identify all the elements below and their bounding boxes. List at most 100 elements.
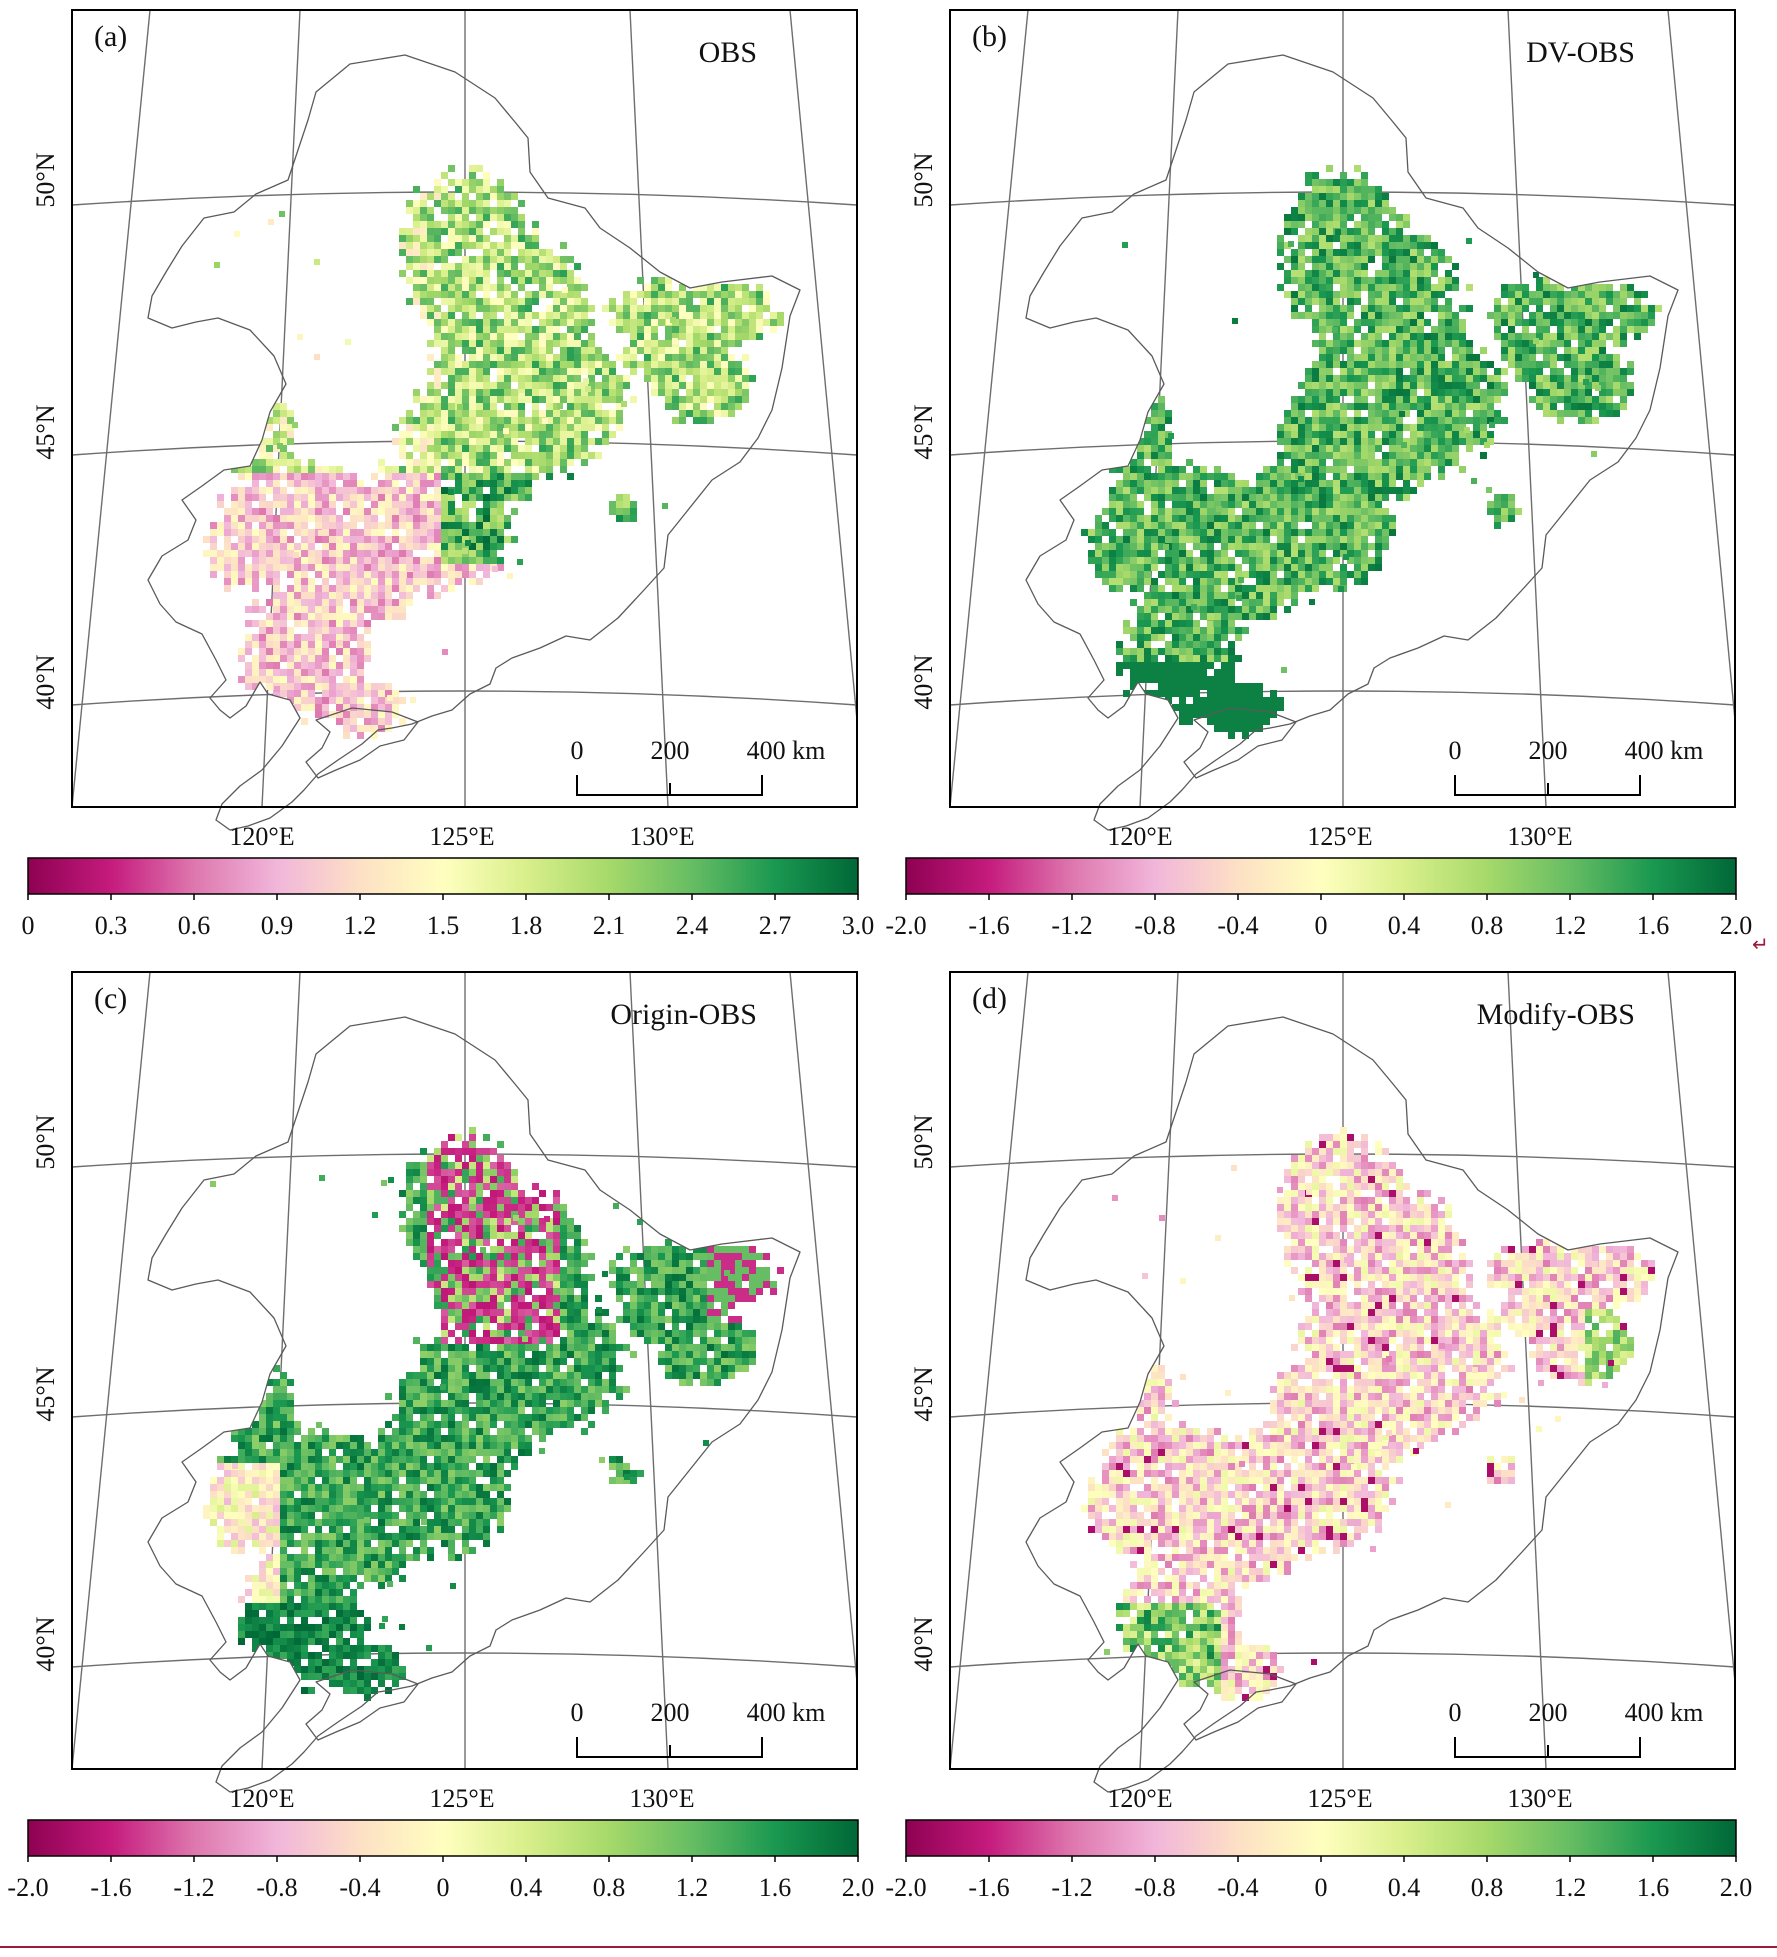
scale-bar: 0 200 400 km bbox=[571, 736, 825, 796]
scale-bar-label: 400 km bbox=[747, 1698, 826, 1727]
longitude-label: 120°E bbox=[229, 1784, 294, 1813]
colorbar-tick-label: 2.4 bbox=[676, 911, 709, 940]
longitude-line bbox=[1667, 972, 1735, 1683]
latitude-label: 40°N bbox=[31, 654, 60, 709]
colorbar-tick-label: 1.2 bbox=[1554, 911, 1587, 940]
longitude-label: 130°E bbox=[1507, 1784, 1572, 1813]
scale-bar: 0 200 400 km bbox=[1449, 1698, 1704, 1758]
panel-title: Modify-OBS bbox=[1477, 998, 1635, 1031]
colorbar-tick-label: -1.6 bbox=[90, 1873, 131, 1902]
colorbar-tick-label: 2.7 bbox=[759, 911, 792, 940]
longitude-label: 125°E bbox=[1307, 1784, 1372, 1813]
panel-title: DV-OBS bbox=[1526, 36, 1635, 69]
scale-bar-label: 200 bbox=[1529, 1698, 1568, 1727]
colorbar-tick-label: 2.0 bbox=[1720, 1873, 1753, 1902]
longitude-line bbox=[629, 972, 669, 1769]
longitude-label: 125°E bbox=[429, 822, 494, 851]
colorbar-tick-label: -1.2 bbox=[1051, 1873, 1092, 1902]
scale-bar-label: 200 bbox=[1529, 736, 1568, 765]
colorbar bbox=[905, 1819, 1737, 1857]
margin-mark-icon: ↵ bbox=[1752, 932, 1769, 956]
colorbar-tick-label: 1.6 bbox=[759, 1873, 792, 1902]
colorbar-tick-label: 0.4 bbox=[510, 1873, 543, 1902]
map-frame bbox=[949, 971, 1736, 1770]
colorbar-tick-label: 0 bbox=[1315, 911, 1328, 940]
latitude-label: 45°N bbox=[909, 404, 938, 459]
map-svg: (c) Origin-OBS 50°N 45°N 40°N 120°E 125°E 130°E… bbox=[7, 971, 875, 1902]
colorbar-tick-label: 1.2 bbox=[344, 911, 377, 940]
scale-bar-label: 0 bbox=[1449, 1698, 1462, 1727]
latitude-label: 40°N bbox=[909, 1616, 938, 1671]
longitude-label: 130°E bbox=[629, 1784, 694, 1813]
scale-bar-label: 400 km bbox=[1625, 1698, 1704, 1727]
colorbar-tick-label: -0.4 bbox=[339, 1873, 380, 1902]
panel-label: (d) bbox=[972, 982, 1007, 1015]
colorbar-tick-label: -1.2 bbox=[1051, 911, 1092, 940]
colorbar-tick-label: 0.4 bbox=[1388, 1873, 1421, 1902]
map-svg: (b) DV-OBS 50°N 45°N 40°N 120°E 125°E 130°E 0 200… bbox=[885, 9, 1753, 940]
colorbar-tick-label: -0.8 bbox=[256, 1873, 297, 1902]
colorbar-tick-label: 0 bbox=[22, 911, 35, 940]
scale-bar-label: 200 bbox=[651, 736, 690, 765]
latitude-label: 40°N bbox=[31, 1616, 60, 1671]
raster-data bbox=[1081, 165, 1662, 739]
colorbar-tick-label: 0.9 bbox=[261, 911, 294, 940]
colorbar bbox=[905, 857, 1737, 895]
colorbar-tick-label: 3.0 bbox=[842, 911, 875, 940]
map-panel-c: (c) Origin-OBS 50°N 45°N 40°N 120°E 125°E 130°E… bbox=[0, 962, 878, 1924]
region-boundary bbox=[1025, 54, 1679, 831]
latitude-label: 50°N bbox=[31, 152, 60, 207]
region-boundary bbox=[147, 54, 801, 831]
latitude-label: 45°N bbox=[31, 1366, 60, 1421]
colorbar-tick-label: -2.0 bbox=[7, 1873, 48, 1902]
colorbar-tick-label: 0.8 bbox=[1471, 1873, 1504, 1902]
scale-bar-label: 400 km bbox=[1625, 736, 1704, 765]
longitude-line bbox=[1507, 10, 1547, 807]
colorbar-tick-label: 1.8 bbox=[510, 911, 543, 940]
region-boundary bbox=[147, 1016, 801, 1793]
region-boundary bbox=[1025, 1016, 1679, 1793]
longitude-label: 125°E bbox=[1307, 822, 1372, 851]
panel-label: (c) bbox=[94, 982, 127, 1015]
colorbar-tick-label: 0.4 bbox=[1388, 911, 1421, 940]
raster-data bbox=[203, 1127, 784, 1701]
colorbar-tick-label: 0 bbox=[1315, 1873, 1328, 1902]
longitude-label: 130°E bbox=[629, 822, 694, 851]
colorbar-tick-label: -2.0 bbox=[885, 911, 926, 940]
peninsula-boundary bbox=[1183, 707, 1297, 779]
longitude-label: 120°E bbox=[1107, 822, 1172, 851]
panel-title: OBS bbox=[699, 36, 757, 69]
longitude-label: 130°E bbox=[1507, 822, 1572, 851]
colorbar-tick-label: 1.6 bbox=[1637, 911, 1670, 940]
colorbar-tick-label: 1.2 bbox=[676, 1873, 709, 1902]
latitude-label: 50°N bbox=[909, 1114, 938, 1169]
map-svg: (d) Modify-OBS 50°N 45°N 40°N 120°E 125°E 130°E… bbox=[885, 971, 1753, 1902]
map-frame bbox=[71, 971, 858, 1770]
latitude-label: 50°N bbox=[909, 152, 938, 207]
colorbar-tick-label: 2.0 bbox=[1720, 911, 1753, 940]
longitude-line bbox=[72, 10, 151, 807]
colorbar bbox=[27, 1819, 859, 1857]
longitude-line bbox=[629, 10, 669, 807]
map-panel-a: (a) OBS 50°N 45°N 40°N 120°E 125°E 130°E 0 200 400… bbox=[0, 0, 878, 962]
longitude-label: 125°E bbox=[429, 1784, 494, 1813]
colorbar-tick-label: 2.0 bbox=[842, 1873, 875, 1902]
scale-bar: 0 200 400 km bbox=[1449, 736, 1704, 796]
bottom-rule bbox=[0, 1946, 1777, 1948]
map-frame bbox=[949, 9, 1736, 808]
longitude-line bbox=[789, 10, 857, 721]
colorbar-tick-label: 2.1 bbox=[593, 911, 626, 940]
colorbar-tick-label: -1.6 bbox=[968, 911, 1009, 940]
longitude-line bbox=[72, 972, 151, 1769]
colorbar-tick-label: -0.8 bbox=[1134, 1873, 1175, 1902]
raster-data bbox=[203, 165, 784, 739]
peninsula-boundary bbox=[305, 707, 419, 779]
latitude-label: 45°N bbox=[909, 1366, 938, 1421]
colorbar-tick-label: 1.6 bbox=[1637, 1873, 1670, 1902]
map-frame bbox=[71, 9, 858, 808]
longitude-line bbox=[950, 972, 1029, 1769]
longitude-line bbox=[1667, 10, 1735, 721]
map-panel-d: (d) Modify-OBS 50°N 45°N 40°N 120°E 125°E 130°E… bbox=[878, 962, 1756, 1924]
longitude-line bbox=[1507, 972, 1547, 1769]
colorbar-tick-label: 0 bbox=[437, 1873, 450, 1902]
